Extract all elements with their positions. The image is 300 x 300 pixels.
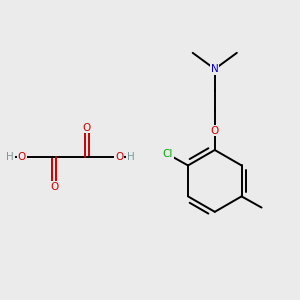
Text: Cl: Cl — [163, 149, 173, 159]
Text: O: O — [50, 182, 58, 192]
Text: N: N — [211, 64, 219, 74]
Text: O: O — [82, 123, 91, 133]
Text: H: H — [6, 152, 14, 162]
Text: H: H — [127, 152, 135, 162]
Text: O: O — [115, 152, 123, 162]
Text: O: O — [211, 126, 219, 136]
Text: O: O — [18, 152, 26, 162]
